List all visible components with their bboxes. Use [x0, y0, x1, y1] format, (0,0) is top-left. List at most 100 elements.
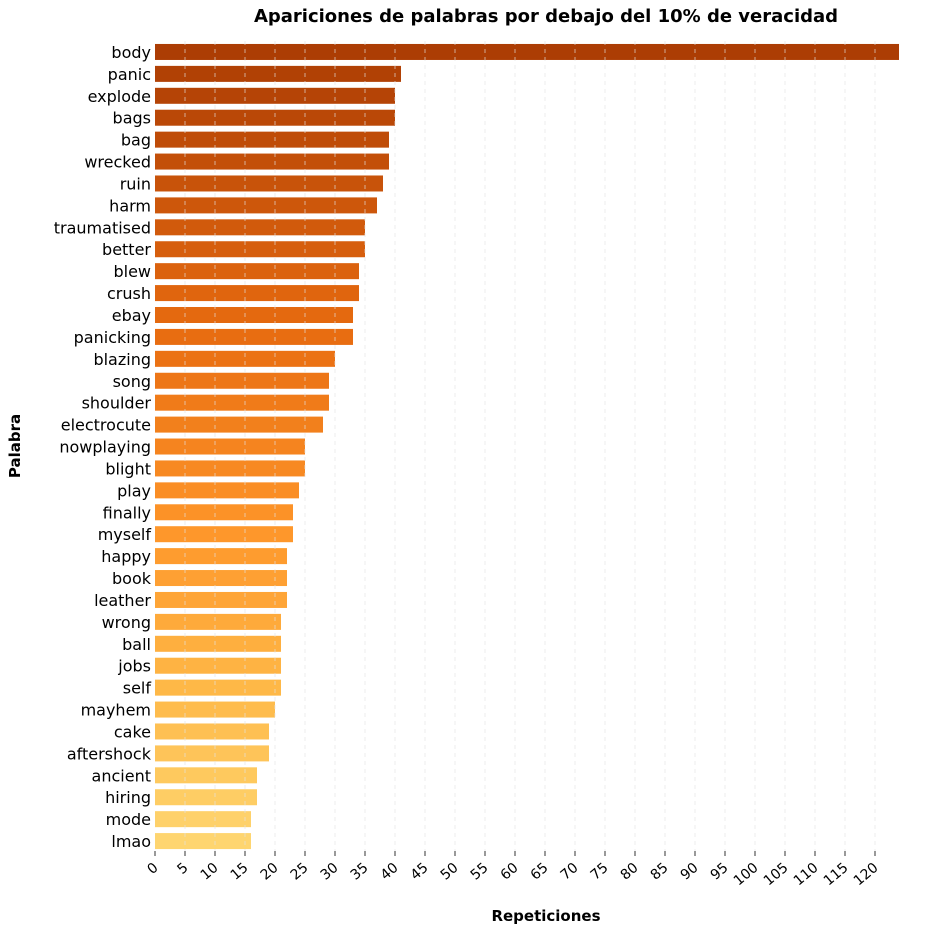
- x-tick-label: 115: [821, 860, 852, 889]
- bar-happy: [155, 548, 287, 565]
- bar-electrocute: [155, 416, 323, 433]
- bar-ball: [155, 635, 281, 652]
- x-tick-label: 25: [288, 860, 312, 884]
- category-label: hiring: [105, 788, 151, 807]
- x-tick-label: 15: [228, 860, 252, 884]
- category-label: mayhem: [81, 701, 151, 720]
- category-label: blight: [105, 459, 151, 478]
- bar-ruin: [155, 175, 383, 192]
- x-tick-label: 60: [498, 860, 522, 884]
- x-tick-label: 75: [588, 860, 612, 884]
- category-label: cake: [114, 722, 151, 741]
- x-tick-label: 0: [144, 860, 161, 878]
- category-label: traumatised: [54, 218, 151, 237]
- category-label: jobs: [117, 657, 151, 676]
- category-label: blazing: [93, 350, 151, 369]
- category-label: electrocute: [61, 416, 151, 435]
- bar-panicking: [155, 328, 353, 345]
- category-label: bags: [113, 109, 151, 128]
- bar-jobs: [155, 657, 281, 674]
- x-tick-label: 70: [558, 860, 582, 884]
- x-tick-label: 110: [791, 860, 822, 889]
- bars: [155, 43, 899, 850]
- category-label: happy: [101, 547, 151, 566]
- bar-wrong: [155, 613, 281, 630]
- bar-harm: [155, 197, 377, 214]
- bar-bag: [155, 131, 389, 148]
- category-labels: body panic explode bags bag wrecked ruin harm tr…: [54, 43, 152, 851]
- bar-ebay: [155, 307, 353, 323]
- category-label: mode: [106, 810, 151, 829]
- bar-song: [155, 372, 329, 389]
- category-label: nowplaying: [59, 438, 151, 457]
- x-tick-label: 120: [851, 860, 882, 889]
- x-tick-label: 90: [678, 860, 702, 884]
- x-tick-label: 105: [761, 860, 792, 889]
- category-label: crush: [107, 284, 151, 303]
- bar-mode: [155, 811, 251, 828]
- category-label: blew: [113, 262, 151, 281]
- x-tick-label: 50: [438, 860, 462, 884]
- bar-leather: [155, 591, 287, 608]
- category-label: panic: [108, 65, 151, 84]
- bar-book: [155, 570, 287, 587]
- x-tick-label: 5: [174, 860, 191, 878]
- category-label: aftershock: [67, 744, 152, 763]
- category-label: song: [113, 372, 151, 391]
- category-label: self: [123, 679, 152, 698]
- bar-blight: [155, 460, 305, 477]
- bar-lmao: [155, 833, 251, 850]
- x-tick-label: 40: [378, 860, 402, 884]
- x-tick-label: 100: [731, 860, 762, 889]
- y-axis-label: Palabra: [6, 414, 24, 478]
- category-label: shoulder: [82, 394, 152, 413]
- bar-crush: [155, 285, 359, 302]
- bar-blew: [155, 263, 359, 280]
- bar-ancient: [155, 767, 257, 784]
- category-label: harm: [109, 196, 151, 215]
- x-tick-label: 65: [528, 860, 552, 884]
- bar-self: [155, 679, 281, 696]
- category-label: book: [112, 569, 152, 588]
- category-label: lmao: [111, 832, 151, 851]
- category-label: wrecked: [84, 153, 151, 172]
- category-label: wrong: [102, 613, 151, 632]
- x-tick-label: 85: [648, 860, 672, 884]
- bar-traumatised: [155, 219, 365, 236]
- category-label: ball: [122, 635, 151, 654]
- bar-body: [155, 43, 899, 60]
- bar-nowplaying: [155, 438, 305, 455]
- bar-myself: [155, 526, 293, 543]
- category-label: panicking: [74, 328, 151, 347]
- bar-blazing: [155, 350, 335, 367]
- bar-panic: [155, 65, 401, 82]
- grid-lines: [184, 41, 876, 851]
- category-label: myself: [98, 525, 152, 544]
- category-label: finally: [103, 503, 151, 522]
- x-tick-label: 20: [258, 860, 282, 884]
- bar-hiring: [155, 789, 257, 806]
- bar-cake: [155, 723, 269, 740]
- bar-wrecked: [155, 153, 389, 170]
- x-tick-label: 30: [318, 860, 342, 884]
- x-tick-label: 10: [198, 860, 222, 884]
- x-tick-label: 80: [618, 860, 642, 884]
- category-label: body: [111, 43, 151, 62]
- x-tick-label: 95: [708, 860, 732, 884]
- category-label: better: [102, 240, 151, 259]
- x-tick-label: 35: [348, 860, 372, 884]
- bar-shoulder: [155, 394, 329, 411]
- bar-finally: [155, 504, 293, 521]
- x-axis-ticks: 0 5 10 15 20 25 30 35 40 45 50 55 60 65 70 75 80 85 90 95 10…: [144, 851, 882, 889]
- bar-better: [155, 241, 365, 258]
- x-tick-label: 45: [408, 860, 432, 884]
- x-tick-label: 55: [468, 860, 492, 884]
- category-label: play: [117, 481, 151, 500]
- bar-play: [155, 482, 299, 499]
- chart-title: Apariciones de palabras por debajo del 1…: [254, 6, 838, 27]
- category-label: explode: [88, 87, 151, 106]
- x-axis-label: Repeticiones: [491, 907, 600, 925]
- bar-aftershock: [155, 745, 269, 762]
